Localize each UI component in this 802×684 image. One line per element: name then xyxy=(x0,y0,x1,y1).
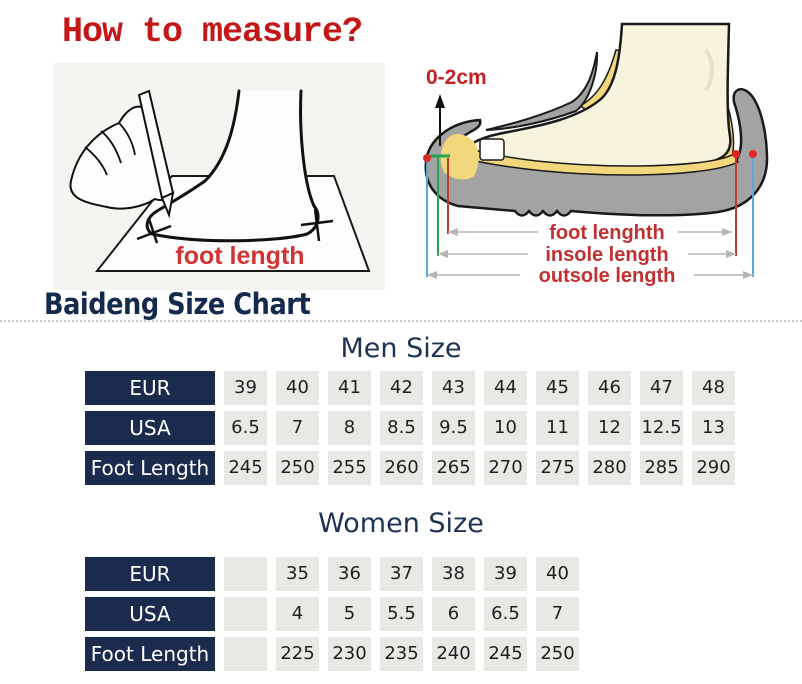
size-cell-empty xyxy=(224,597,267,631)
foot-tracing-illustration: foot length xyxy=(53,63,385,290)
size-cell: 225 xyxy=(276,637,319,671)
brand-chart-title: Baideng Size Chart xyxy=(44,288,311,322)
size-cell: 270 xyxy=(484,451,527,485)
size-cell: 47 xyxy=(640,371,683,405)
size-cell: 44 xyxy=(484,371,527,405)
measure-dot xyxy=(423,154,431,162)
size-cell: 42 xyxy=(380,371,423,405)
size-cell: 45 xyxy=(536,371,579,405)
size-cell: 280 xyxy=(588,451,631,485)
size-cell: 13 xyxy=(692,411,735,445)
size-cell: 4 xyxy=(276,597,319,631)
men-size-title: Men Size xyxy=(340,333,462,364)
size-cell: 46 xyxy=(588,371,631,405)
size-cell: 48 xyxy=(692,371,735,405)
size-cell: 40 xyxy=(536,557,579,591)
row-header-cell: Foot Length xyxy=(85,451,215,485)
size-cell: 235 xyxy=(380,637,423,671)
foot-tracing-diagram: foot length xyxy=(53,63,385,290)
women-size-table: EUR 35 36 37 38 39 40 USA 4 5 5.5 6 6.5 7 Foot Length 2… xyxy=(85,557,588,677)
sole-measurement-illustration: 0-2cm foot lenghth i xyxy=(423,22,769,286)
size-cell: 240 xyxy=(432,637,475,671)
foot-outline xyxy=(147,91,319,241)
size-table-row: USA 4 5 5.5 6 6.5 7 xyxy=(85,597,588,631)
men-size-table: EUR 39 40 41 42 43 44 45 46 47 48 USA 6.5 7 8 8.5 9.5 10 1… xyxy=(85,371,744,491)
size-cell: 260 xyxy=(380,451,423,485)
size-cell: 12.5 xyxy=(640,411,683,445)
size-cell: 39 xyxy=(224,371,267,405)
size-cell: 7 xyxy=(536,597,579,631)
size-cell-empty xyxy=(224,557,267,591)
size-cell: 5.5 xyxy=(380,597,423,631)
size-cell: 250 xyxy=(536,637,579,671)
size-cell: 43 xyxy=(432,371,475,405)
row-header-cell: EUR xyxy=(85,371,215,405)
size-cell: 10 xyxy=(484,411,527,445)
size-cell: 245 xyxy=(224,451,267,485)
dotted-divider xyxy=(0,320,802,322)
size-cell: 7 xyxy=(276,411,319,445)
size-cell: 8.5 xyxy=(380,411,423,445)
toe-gap-label: 0-2cm xyxy=(426,66,487,89)
row-header-cell: Foot Length xyxy=(85,637,215,671)
size-cell: 250 xyxy=(276,451,319,485)
size-cell: 35 xyxy=(276,557,319,591)
size-table-row: USA 6.5 7 8 8.5 9.5 10 11 12 12.5 13 xyxy=(85,411,744,445)
size-table-row: Foot Length 225 230 235 240 245 250 xyxy=(85,637,588,671)
measure-dot xyxy=(749,150,757,158)
size-cell: 290 xyxy=(692,451,735,485)
size-cell-empty xyxy=(224,637,267,671)
row-header-cell: USA xyxy=(85,597,215,631)
size-cell: 285 xyxy=(640,451,683,485)
size-cell: 37 xyxy=(380,557,423,591)
insole-length-label: insole length xyxy=(545,244,668,266)
size-cell: 255 xyxy=(328,451,371,485)
size-cell: 40 xyxy=(276,371,319,405)
size-table-row: EUR 39 40 41 42 43 44 45 46 47 48 xyxy=(85,371,744,405)
size-table-row: EUR 35 36 37 38 39 40 xyxy=(85,557,588,591)
size-cell: 39 xyxy=(484,557,527,591)
women-size-title: Women Size xyxy=(318,508,484,539)
size-cell: 6 xyxy=(432,597,475,631)
size-cell: 6.5 xyxy=(224,411,267,445)
size-table-row: Foot Length 245 250 255 260 265 270 275 280 285 29… xyxy=(85,451,744,485)
outsole-length-label: outsole length xyxy=(539,265,676,286)
page-title: How to measure? xyxy=(62,12,363,52)
size-cell: 36 xyxy=(328,557,371,591)
size-cell: 5 xyxy=(328,597,371,631)
size-cell: 11 xyxy=(536,411,579,445)
size-cell: 230 xyxy=(328,637,371,671)
measure-dot xyxy=(732,150,740,158)
size-cell: 265 xyxy=(432,451,475,485)
size-cell: 275 xyxy=(536,451,579,485)
toe-gap-box xyxy=(479,138,505,161)
size-cell: 245 xyxy=(484,637,527,671)
size-cell: 38 xyxy=(432,557,475,591)
size-cell: 41 xyxy=(328,371,371,405)
size-cell: 8 xyxy=(328,411,371,445)
foot-length-label: foot lenghth xyxy=(549,222,665,244)
insole xyxy=(460,147,740,176)
row-header-cell: USA xyxy=(85,411,215,445)
foot-length-caption: foot length xyxy=(175,242,304,270)
sole-measurement-diagram: 0-2cm foot lenghth i xyxy=(420,8,798,286)
row-header-cell: EUR xyxy=(85,557,215,591)
size-cell: 9.5 xyxy=(432,411,475,445)
size-cell: 12 xyxy=(588,411,631,445)
size-cell: 6.5 xyxy=(484,597,527,631)
